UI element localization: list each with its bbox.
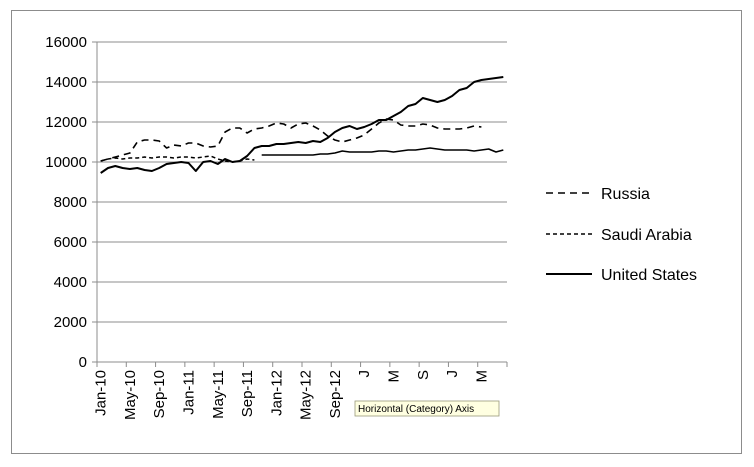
- x-tick-label: S: [415, 370, 432, 380]
- y-axis: 0 2000 4000 6000 8000 10000 12000 14000 16000: [45, 34, 98, 371]
- x-tick-label: Sep-10: [151, 370, 168, 418]
- y-tick-label: 16000: [45, 34, 87, 51]
- y-tick-label: 2000: [54, 314, 87, 331]
- y-tick-label: 6000: [54, 234, 87, 251]
- x-axis[interactable]: Jan-10 May-10 Sep-10 Jan-11 May-11 Sep-11 Jan-…: [93, 361, 508, 420]
- y-tick-label: 10000: [45, 154, 87, 171]
- legend: Russia Saudi Arabia United States: [546, 186, 697, 284]
- y-tick-label: 12000: [45, 114, 87, 131]
- legend-label: Russia: [601, 186, 650, 203]
- y-tick-label: 0: [79, 354, 87, 371]
- legend-label: Saudi Arabia: [601, 227, 692, 244]
- x-tick-label: M: [386, 370, 403, 383]
- x-tick-label: J: [356, 370, 373, 378]
- y-tick-label: 4000: [54, 274, 87, 291]
- x-tick-label: Sep-12: [327, 370, 344, 418]
- y-tick-label: 14000: [45, 74, 87, 91]
- x-tick-label: M: [473, 370, 490, 383]
- series-group: [100, 76, 504, 174]
- axis-tooltip: Horizontal (Category) Axis: [354, 400, 500, 417]
- series-line-united-states: [100, 76, 504, 174]
- tooltip-text: Horizontal (Category) Axis: [358, 404, 474, 415]
- x-tick-label: Jan-12: [268, 370, 285, 416]
- gridlines: [97, 41, 507, 323]
- series-line-unlabeled: [261, 147, 504, 156]
- x-tick-label: May-12: [298, 370, 315, 420]
- chart-frame: [11, 10, 742, 454]
- x-tick-label: J: [444, 370, 461, 378]
- x-tick-label: May-11: [210, 370, 227, 419]
- x-tick-label: Sep-11: [239, 370, 256, 417]
- x-tick-label: Jan-10: [93, 370, 110, 416]
- tooltip-box: [354, 400, 500, 417]
- y-tick-label: 8000: [54, 194, 87, 211]
- legend-label: United States: [601, 267, 697, 284]
- series-line-russia: [100, 118, 482, 162]
- x-tick-label: Jan-11: [181, 370, 198, 415]
- x-tick-label: May-10: [122, 370, 139, 420]
